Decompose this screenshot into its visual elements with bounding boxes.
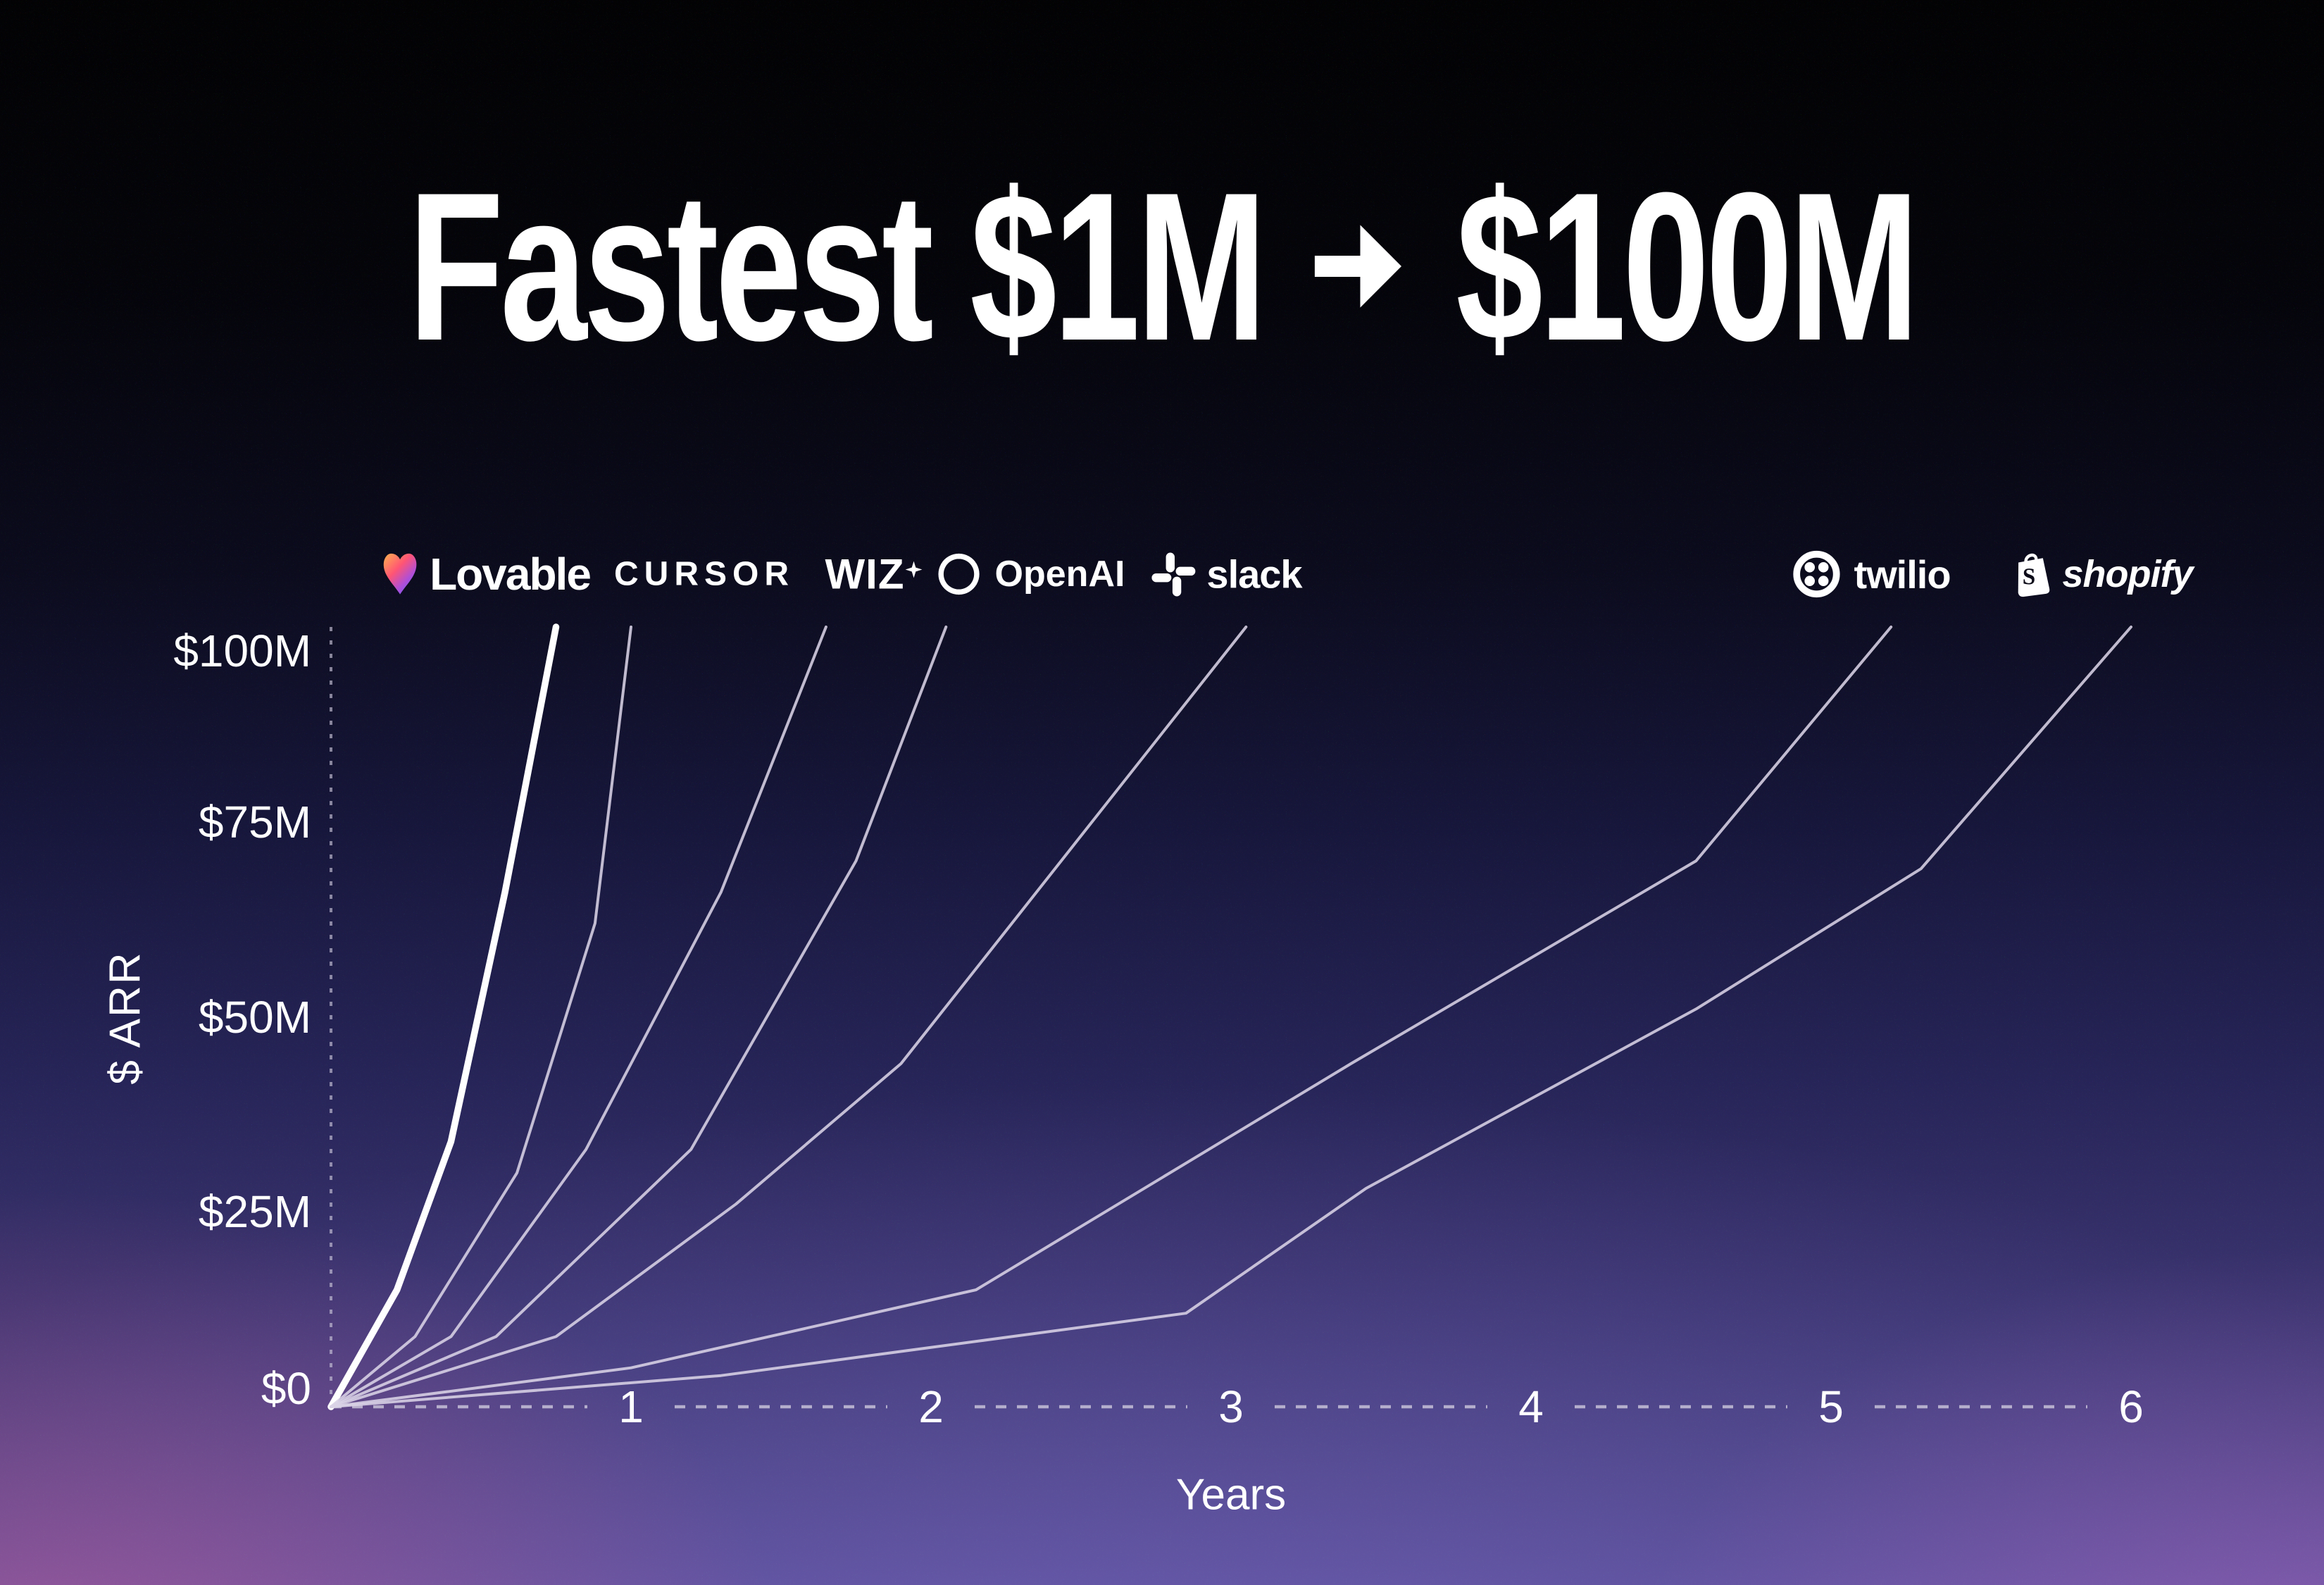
- lovable-heart-icon: [383, 553, 417, 595]
- logo-cursor: CURSOR: [614, 555, 794, 594]
- series-line-lovable: [327, 623, 560, 1410]
- y-tick-label: $50M: [198, 991, 311, 1043]
- logo-label-cursor: CURSOR: [613, 555, 795, 593]
- series-line-twilio: [330, 626, 1893, 1408]
- y-tick-label: $0: [261, 1363, 311, 1414]
- logo-label-slack: slack: [1206, 552, 1302, 597]
- wiz-sparkle-icon: [905, 561, 923, 578]
- title-right-text: $100M: [1456, 148, 1919, 385]
- logo-shopify: S shopify: [2011, 551, 2194, 597]
- openai-icon: [938, 553, 980, 595]
- x-tick-label: 3: [1218, 1381, 1244, 1432]
- logo-label-openai: OpenAI: [994, 554, 1125, 595]
- x-tick-label: 1: [618, 1381, 644, 1432]
- x-tick-label: 6: [2118, 1381, 2144, 1432]
- logo-lovable: Lovable: [382, 548, 592, 600]
- slack-icon: [1151, 552, 1196, 596]
- title-left-text: Fastest $1M: [408, 148, 1267, 385]
- series-line-slack: [330, 626, 1248, 1408]
- logo-label-shopify: shopify: [2062, 553, 2193, 595]
- shopify-bag-icon: S: [2018, 553, 2050, 597]
- y-tick-label: $100M: [173, 626, 311, 676]
- logo-twilio: twilio: [1790, 548, 1951, 600]
- logo-openai: OpenAI: [935, 549, 1125, 599]
- y-tick-label: $75M: [198, 796, 311, 847]
- svg-text:S: S: [2022, 564, 2035, 590]
- series-line-openai: [330, 626, 948, 1408]
- x-tick-label: 2: [918, 1381, 944, 1432]
- logo-wiz: WIZ: [825, 550, 923, 599]
- series-line-cursor: [330, 626, 632, 1408]
- logo-label-twilio: twilio: [1854, 552, 1951, 597]
- x-tick-label: 5: [1818, 1381, 1844, 1432]
- logo-label-wiz: WIZ: [825, 550, 923, 599]
- series-line-wiz: [330, 626, 827, 1408]
- x-tick-label: 4: [1518, 1381, 1544, 1432]
- right-arrow-icon: [1314, 225, 1402, 308]
- logo-slack: slack: [1151, 552, 1303, 597]
- y-tick-label: $25M: [198, 1186, 311, 1238]
- x-axis-title: Years: [1175, 1470, 1287, 1519]
- series-line-shopify: [330, 626, 2132, 1408]
- twilio-icon: [1793, 550, 1840, 598]
- logo-label-lovable: Lovable: [430, 549, 592, 599]
- page-title: Fastest $1M $100M: [302, 161, 2022, 372]
